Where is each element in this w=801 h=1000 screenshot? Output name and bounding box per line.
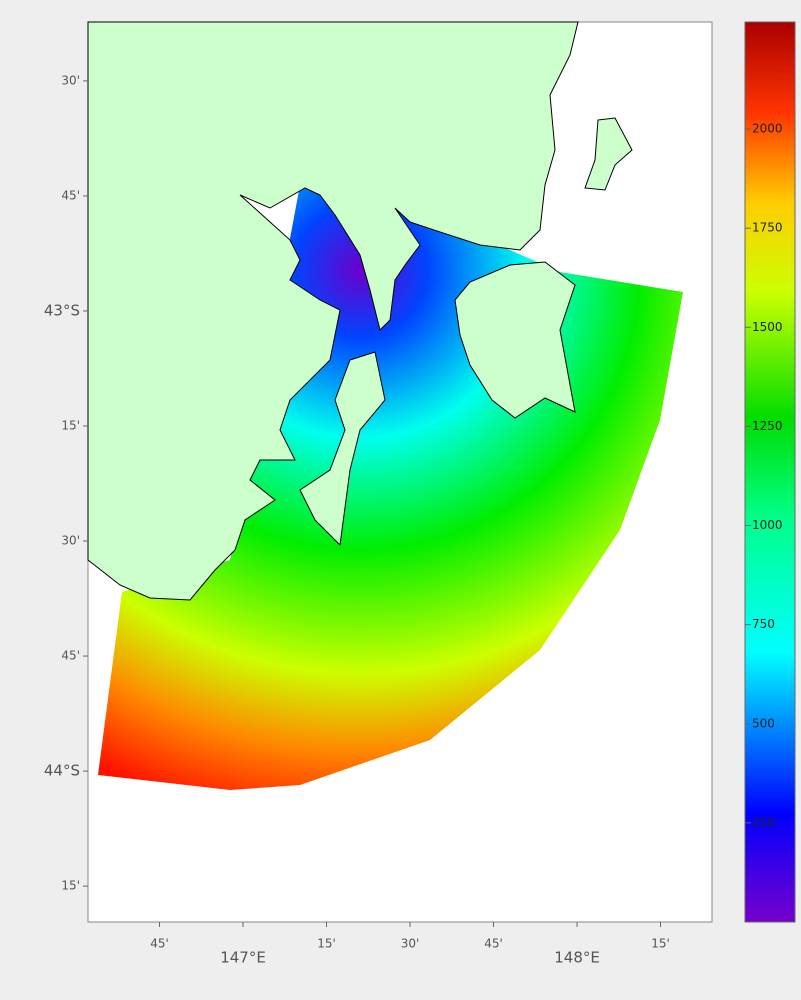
tasman-peninsula	[454, 261, 576, 419]
lon-tick-label: 45'	[150, 937, 169, 951]
colorbar-tick-label: 1500	[752, 320, 783, 334]
lat-tick-label: 45'	[61, 188, 80, 202]
bruny-island	[299, 351, 386, 547]
lat-tick-label: 45'	[61, 649, 80, 663]
colorbar-tick-label: 500	[752, 716, 775, 730]
colorbar-tick-label: 250	[752, 815, 775, 829]
mainland	[87, 21, 579, 601]
lat-tick-label: 15'	[61, 879, 80, 893]
lon-tick-label: 45'	[484, 937, 503, 951]
colorbar-tick-label: 1000	[752, 518, 783, 532]
lon-tick-label: 147°E	[220, 949, 266, 967]
lon-tick-label: 15'	[651, 937, 670, 951]
lat-tick-label: 30'	[61, 73, 80, 87]
lat-tick-label: 43°S	[44, 301, 80, 319]
lat-tick-label: 15'	[61, 418, 80, 432]
colorbar	[744, 21, 796, 923]
lat-tick-label: 44°S	[44, 762, 80, 780]
lon-tick-label: 15'	[317, 937, 336, 951]
colorbar-tick-label: 1750	[752, 221, 783, 235]
colorbar-tick-label: 750	[752, 617, 775, 631]
maria-island	[584, 117, 633, 191]
colorbar-tick-label: 1250	[752, 419, 783, 433]
lon-tick-label: 30'	[401, 937, 420, 951]
colorbar-tick-label: 2000	[752, 122, 783, 136]
lon-tick-label: 148°E	[554, 949, 600, 967]
lat-tick-label: 30'	[61, 534, 80, 548]
